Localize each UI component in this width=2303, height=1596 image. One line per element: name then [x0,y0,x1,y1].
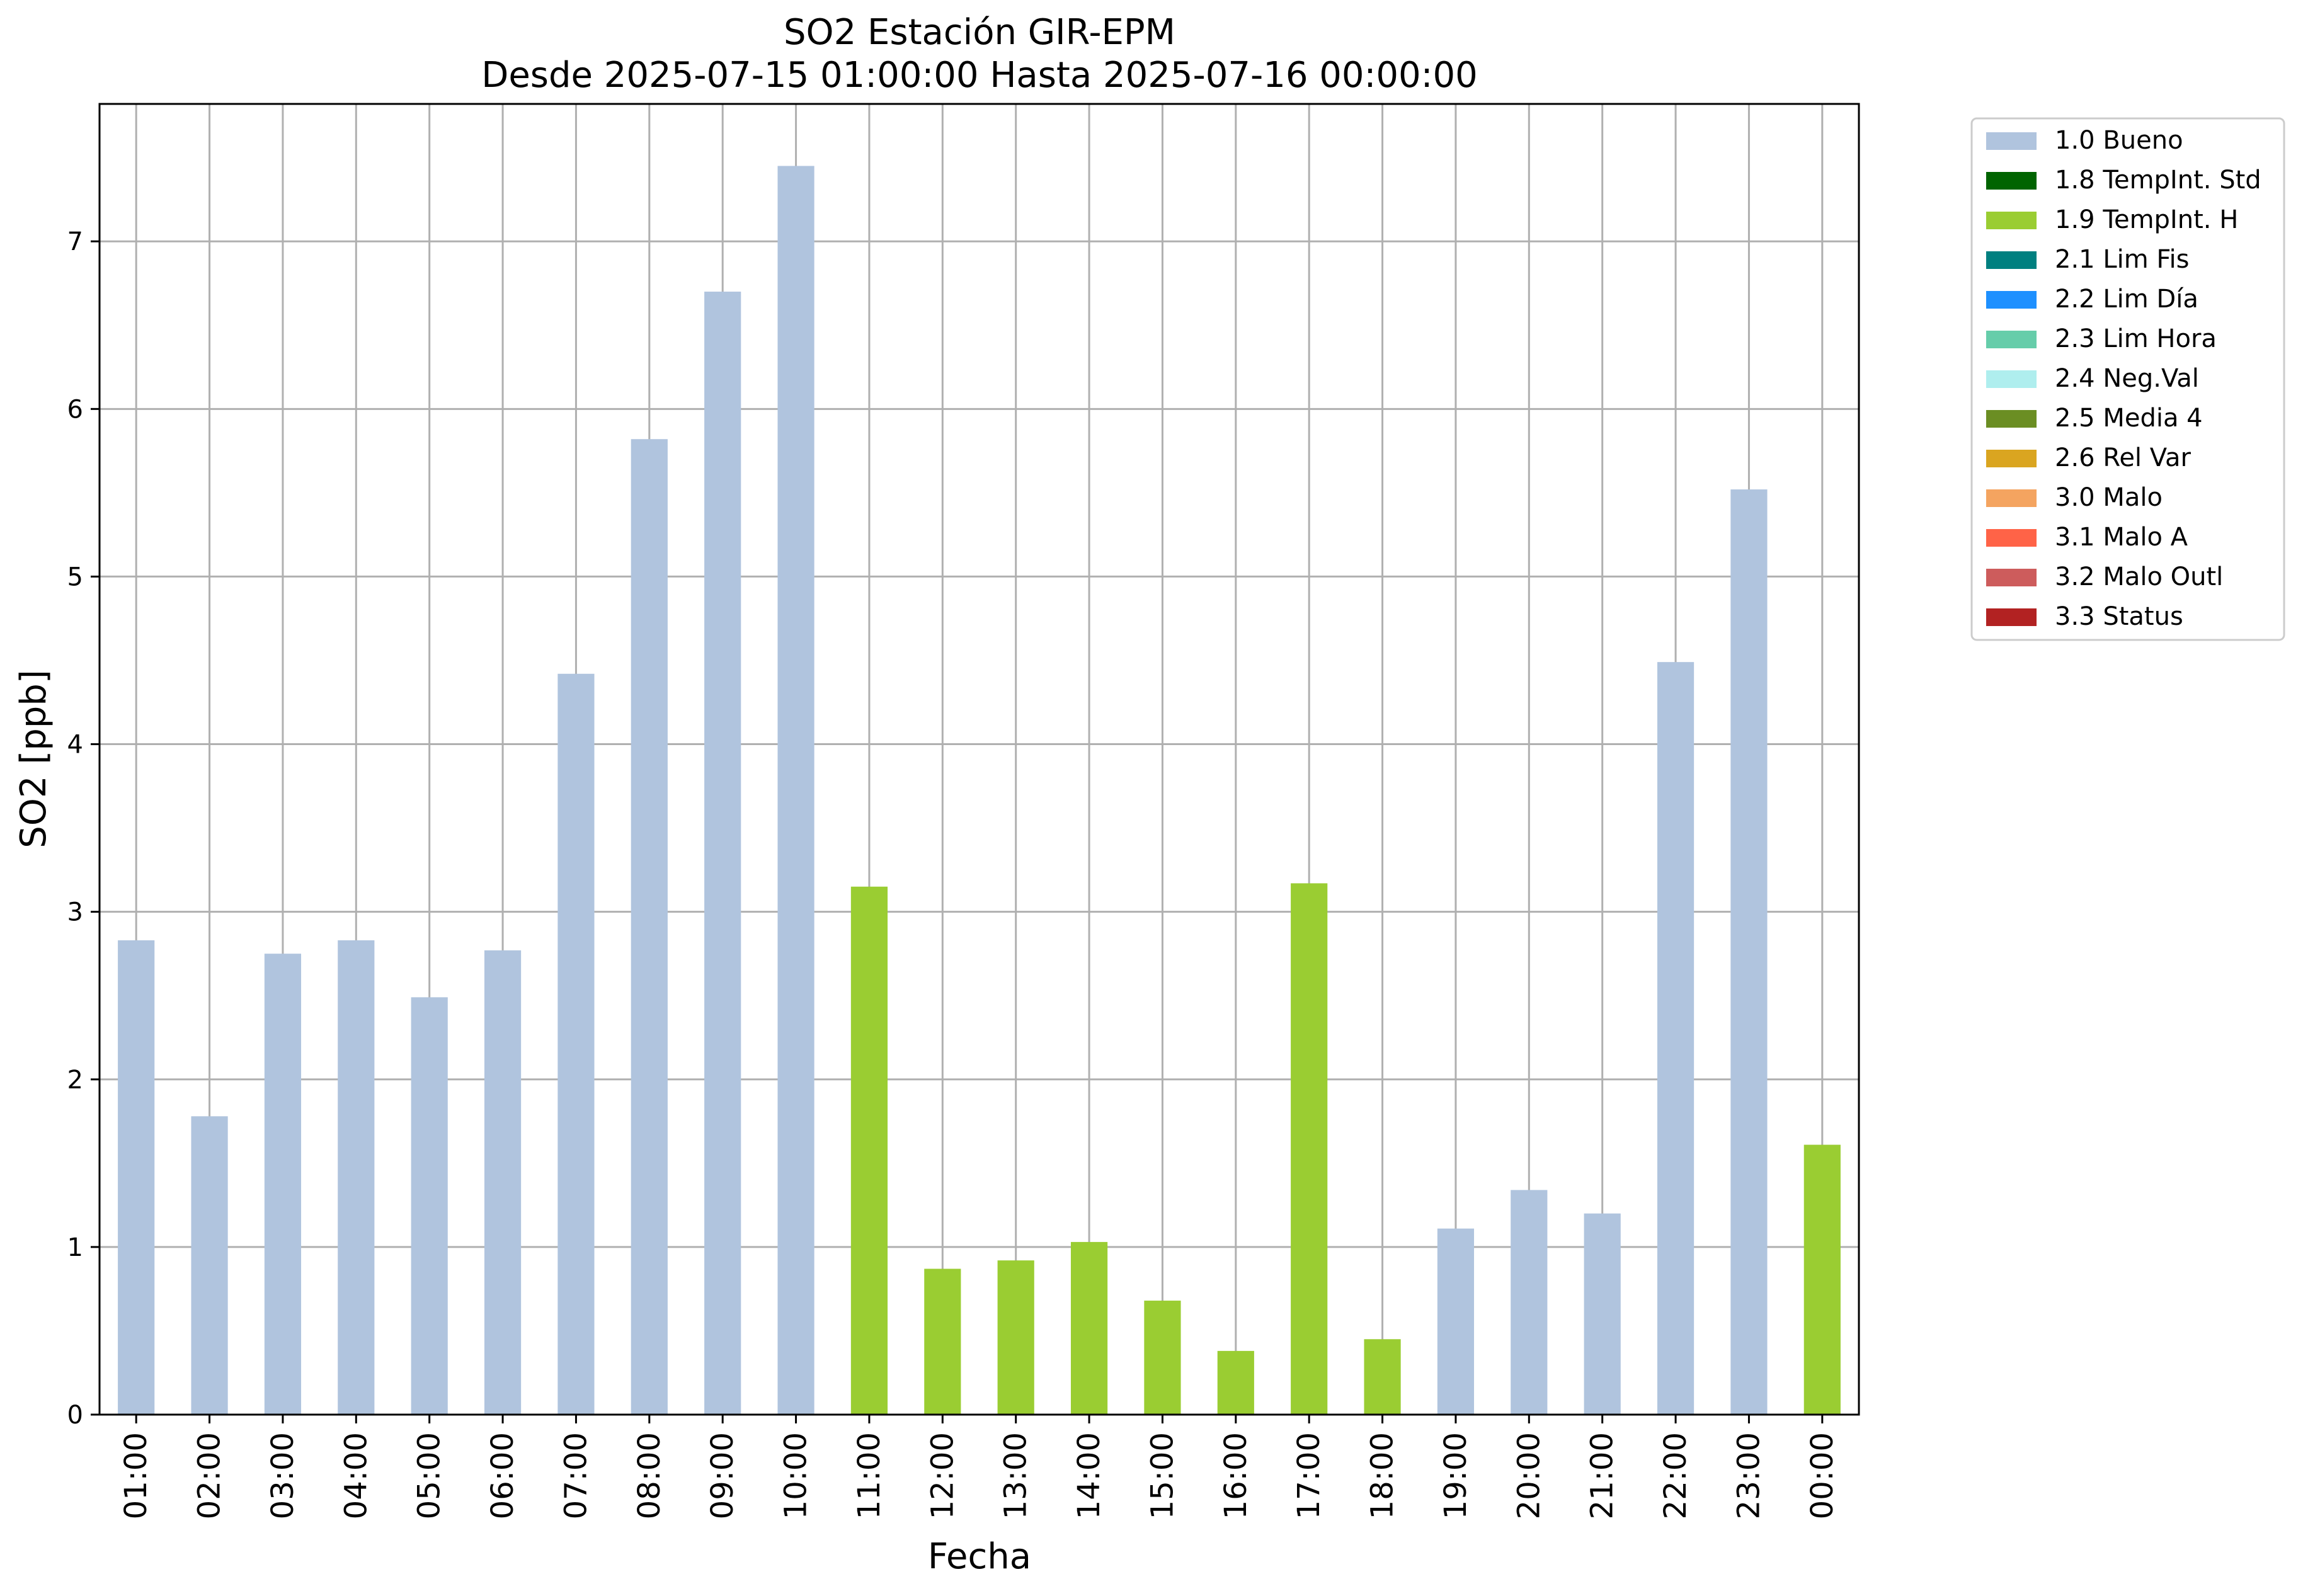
x-tick-label: 00:00 [1805,1432,1840,1519]
legend-label: 3.3 Status [2055,602,2183,631]
legend-label: 2.6 Rel Var [2055,443,2192,472]
x-tick-label: 18:00 [1365,1432,1400,1519]
bar-0300 [264,954,302,1415]
chart-subtitle: Desde 2025-07-15 01:00:00 Hasta 2025-07-… [481,55,1478,96]
legend-label: 2.4 Neg.Val [2055,364,2199,393]
x-tick-label: 05:00 [412,1432,447,1519]
bar-0900 [704,292,741,1415]
bar-0800 [631,439,668,1415]
legend-label: 1.9 TempInt. H [2055,205,2238,234]
y-tick-label: 2 [67,1066,83,1095]
x-tick-label: 14:00 [1071,1432,1107,1519]
x-tick-label: 20:00 [1511,1432,1546,1519]
legend-swatch [1986,410,2037,428]
x-tick-label: 11:00 [852,1432,887,1519]
legend-swatch [1986,212,2037,229]
x-tick-label: 21:00 [1585,1432,1620,1519]
legend-label: 2.1 Lim Fis [2055,245,2189,274]
legend-swatch [1986,489,2037,507]
x-tick-label: 10:00 [779,1432,814,1519]
bar-0400 [338,940,375,1415]
legend-swatch [1986,291,2037,309]
bar-0600 [484,950,522,1415]
bar-2000 [1511,1190,1548,1415]
legend-swatch [1986,450,2037,467]
bar-1700 [1291,883,1328,1415]
x-tick-label: 03:00 [265,1432,300,1519]
y-axis-ticks: 0 1 2 3 4 5 6 7 [67,227,100,1430]
bar-1300 [997,1260,1034,1415]
x-tick-label: 13:00 [998,1432,1034,1519]
bar-1400 [1070,1241,1108,1415]
legend-frame [1970,117,2285,641]
y-tick-label: 4 [67,731,83,760]
legend-label: 2.5 Media 4 [2055,404,2203,433]
bar-1000 [777,166,814,1415]
legend-label: 2.3 Lim Hora [2055,324,2217,353]
y-tick-label: 1 [67,1233,83,1262]
legend-swatch [1986,608,2037,626]
y-tick-label: 6 [67,395,83,424]
bar-0700 [557,673,595,1415]
bar-0500 [411,997,448,1415]
x-tick-label: 16:00 [1218,1432,1254,1519]
x-axis-label: Fecha [928,1536,1031,1577]
bar-1900 [1437,1228,1475,1415]
legend: 1.0 Bueno 1.8 TempInt. Std 1.9 TempInt. H 2… [1970,117,2285,641]
legend-swatch [1986,132,2037,150]
legend-label: 3.1 Malo A [2055,523,2188,552]
legend-label: 3.2 Malo Outl [2055,562,2223,591]
x-tick-label: 07:00 [558,1432,593,1519]
legend-swatch [1986,529,2037,547]
bar-0200 [191,1116,228,1415]
y-tick-label: 5 [67,562,83,591]
legend-swatch [1986,251,2037,269]
y-axis-label: SO2 [ppb] [13,670,54,848]
x-tick-label: 04:00 [338,1432,374,1519]
x-tick-label: 17:00 [1291,1432,1327,1519]
x-axis-ticks: 01:00 02:00 03:00 04:00 05:00 06:00 07:00 08:00… [118,1415,1840,1519]
y-tick-label: 3 [67,898,83,927]
bar-2100 [1584,1213,1621,1415]
legend-label: 3.0 Malo [2055,483,2163,512]
bar-0100 [118,940,155,1415]
bar-1500 [1144,1301,1181,1415]
bar-1600 [1217,1350,1254,1415]
legend-swatch [1986,569,2037,586]
bar-2300 [1730,489,1768,1415]
bar-0000 [1803,1144,1841,1415]
y-tick-label: 7 [67,227,83,256]
x-tick-label: 15:00 [1145,1432,1180,1519]
legend-swatch [1986,370,2037,388]
bar-1200 [924,1268,961,1415]
bar-1800 [1364,1339,1401,1415]
legend-label: 1.0 Bueno [2055,126,2183,155]
bar-1100 [850,886,888,1415]
x-tick-label: 19:00 [1438,1432,1473,1519]
y-tick-label: 0 [67,1401,83,1430]
chart-title: SO2 Estación GIR-EPM [784,12,1175,53]
x-tick-label: 01:00 [118,1432,154,1519]
x-tick-label: 06:00 [485,1432,520,1519]
x-tick-label: 12:00 [925,1432,960,1519]
legend-swatch [1986,331,2037,348]
bar-2200 [1657,662,1694,1415]
plot-frame [98,103,1860,1416]
x-tick-label: 08:00 [632,1432,667,1519]
x-tick-label: 23:00 [1731,1432,1766,1519]
x-tick-label: 22:00 [1658,1432,1693,1519]
bars [118,166,1841,1415]
x-tick-label: 02:00 [192,1432,227,1519]
legend-swatch [1986,172,2037,190]
x-tick-label: 09:00 [705,1432,740,1519]
legend-label: 2.2 Lim Día [2055,285,2198,314]
legend-label: 1.8 TempInt. Std [2055,166,2261,195]
